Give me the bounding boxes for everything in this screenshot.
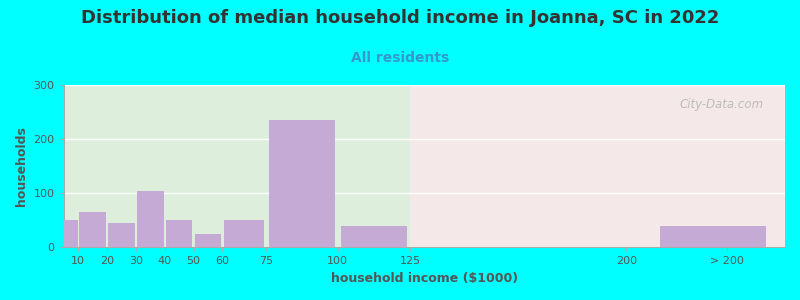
Bar <box>64 220 78 247</box>
Bar <box>410 85 785 248</box>
Y-axis label: households: households <box>15 126 28 206</box>
Text: City-Data.com: City-Data.com <box>679 98 763 111</box>
Bar <box>194 234 222 247</box>
Bar <box>137 190 163 248</box>
Bar <box>79 212 106 248</box>
Bar <box>166 220 192 247</box>
Text: All residents: All residents <box>351 51 449 65</box>
X-axis label: household income ($1000): household income ($1000) <box>330 272 518 285</box>
Bar <box>108 223 134 247</box>
Bar <box>341 226 407 248</box>
Bar <box>660 226 766 248</box>
Bar <box>269 120 335 248</box>
Text: Distribution of median household income in Joanna, SC in 2022: Distribution of median household income … <box>81 9 719 27</box>
Bar <box>224 220 264 247</box>
